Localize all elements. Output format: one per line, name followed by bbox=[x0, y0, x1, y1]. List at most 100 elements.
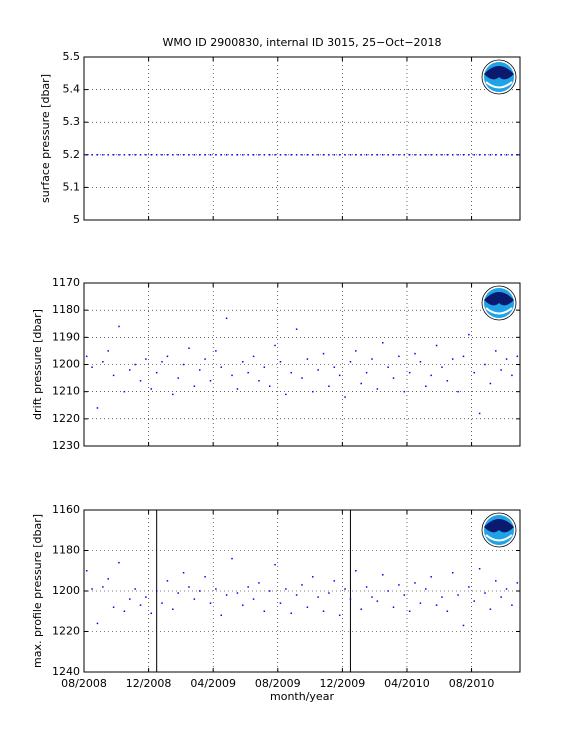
data-point bbox=[145, 154, 147, 156]
data-point bbox=[322, 610, 325, 612]
y-tick-label: 5.4 bbox=[63, 83, 81, 96]
logo-bird bbox=[484, 519, 514, 533]
data-point bbox=[403, 594, 406, 596]
data-point bbox=[215, 154, 217, 156]
data-point bbox=[96, 407, 99, 409]
y-tick-label: 1200 bbox=[52, 358, 80, 371]
data-point bbox=[338, 374, 341, 377]
data-point bbox=[478, 412, 481, 415]
data-point bbox=[462, 154, 465, 156]
logo-wave bbox=[485, 81, 513, 89]
data-point bbox=[392, 606, 395, 608]
data-point bbox=[134, 588, 136, 590]
data-point bbox=[295, 594, 298, 596]
data-point bbox=[263, 610, 266, 612]
data-point bbox=[220, 154, 223, 156]
data-point bbox=[112, 154, 115, 156]
data-point bbox=[155, 371, 158, 374]
data-point bbox=[268, 590, 271, 592]
data-point bbox=[441, 596, 443, 598]
data-point bbox=[381, 574, 384, 576]
data-point bbox=[225, 594, 228, 596]
data-point bbox=[478, 567, 481, 570]
data-point bbox=[263, 366, 266, 368]
data-point bbox=[435, 344, 438, 347]
data-point bbox=[107, 578, 109, 580]
data-point bbox=[495, 350, 497, 352]
data-point bbox=[301, 154, 303, 156]
data-point bbox=[188, 347, 190, 349]
y-tick-label: 5.2 bbox=[63, 148, 81, 161]
plot-area bbox=[83, 56, 521, 221]
logo-bird bbox=[484, 66, 514, 80]
data-point bbox=[150, 388, 153, 390]
y-tick-label: 1180 bbox=[52, 544, 80, 557]
data-point bbox=[484, 363, 486, 366]
data-point bbox=[371, 596, 373, 598]
data-point bbox=[403, 154, 406, 156]
data-point bbox=[177, 377, 179, 379]
data-point bbox=[118, 154, 120, 156]
data-point bbox=[102, 154, 104, 156]
data-point bbox=[495, 154, 497, 156]
data-point bbox=[468, 333, 470, 336]
data-point bbox=[435, 604, 438, 606]
data-point bbox=[306, 606, 309, 608]
data-point bbox=[322, 154, 325, 156]
data-point bbox=[236, 592, 239, 594]
data-point bbox=[209, 154, 212, 156]
y-tick-label: 5.3 bbox=[63, 115, 81, 128]
data-point bbox=[360, 382, 362, 385]
data-point bbox=[231, 374, 233, 377]
data-point bbox=[279, 602, 282, 604]
noaa-logo bbox=[481, 285, 517, 321]
data-point bbox=[430, 374, 432, 377]
data-point bbox=[387, 366, 389, 368]
data-point bbox=[425, 588, 427, 590]
data-point bbox=[489, 154, 492, 156]
data-point bbox=[500, 369, 502, 371]
data-point bbox=[495, 580, 497, 582]
data-point bbox=[365, 154, 368, 156]
data-point bbox=[312, 154, 314, 156]
data-point bbox=[371, 154, 373, 156]
data-point bbox=[129, 369, 131, 371]
data-point bbox=[231, 557, 233, 560]
data-point bbox=[484, 154, 486, 156]
data-point bbox=[312, 576, 314, 578]
data-point bbox=[215, 350, 217, 352]
data-point bbox=[322, 352, 325, 355]
data-point bbox=[166, 154, 169, 156]
data-point bbox=[193, 385, 196, 387]
data-point bbox=[446, 610, 449, 612]
data-point bbox=[96, 154, 99, 156]
x-tick-label: 08/2008 bbox=[61, 677, 107, 690]
data-point bbox=[204, 358, 206, 360]
data-point bbox=[398, 584, 400, 586]
data-point bbox=[430, 576, 432, 578]
data-point bbox=[193, 598, 196, 600]
data-point bbox=[333, 366, 336, 368]
x-tick-label: 12/2008 bbox=[126, 677, 172, 690]
data-point bbox=[312, 390, 314, 393]
data-point bbox=[268, 154, 271, 156]
data-point bbox=[468, 154, 470, 156]
data-point bbox=[516, 154, 519, 156]
y-tick-label: 1180 bbox=[52, 303, 80, 316]
data-point bbox=[419, 361, 422, 363]
y-tick-label: 1220 bbox=[52, 412, 80, 425]
data-point bbox=[451, 358, 454, 360]
data-point bbox=[172, 393, 174, 396]
data-point bbox=[145, 358, 147, 360]
data-point bbox=[392, 377, 395, 379]
data-point bbox=[112, 374, 115, 377]
chart-title: WMO ID 2900830, internal ID 3015, 25−Oct… bbox=[162, 36, 441, 49]
data-point bbox=[457, 154, 459, 156]
data-point bbox=[96, 622, 99, 625]
data-point bbox=[112, 606, 115, 608]
data-point bbox=[118, 561, 120, 564]
data-point bbox=[236, 388, 239, 390]
data-point bbox=[484, 592, 486, 594]
data-point bbox=[107, 154, 109, 156]
